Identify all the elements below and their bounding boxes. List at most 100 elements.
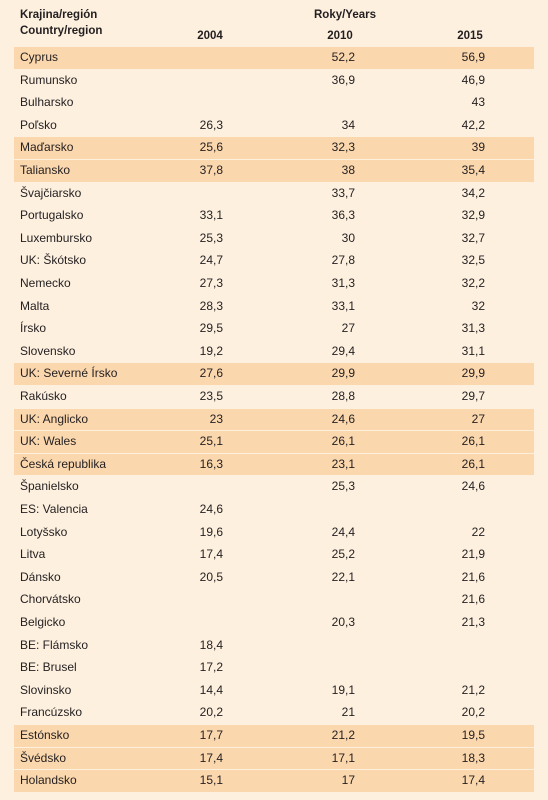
- value-cell: 29,9: [331, 366, 355, 381]
- value-cell: 18,3: [461, 750, 485, 765]
- country-name: UK: Severné Írsko: [20, 366, 118, 381]
- table-row: Francúzsko 20,2 21 20,2: [14, 702, 534, 724]
- table-row: Taliansko 37,8 38 35,4: [14, 160, 534, 182]
- table-row: BE: Flámsko 18,4: [14, 635, 534, 657]
- value-cell: 25,2: [331, 547, 355, 562]
- year-header: 2004: [197, 30, 223, 42]
- value-cell: 24,4: [331, 524, 355, 539]
- value-cell: 21,2: [331, 728, 355, 742]
- table-row: Rakúsko 23,5 28,8 29,7: [14, 386, 534, 408]
- value-cell: 32,2: [461, 276, 485, 290]
- table-row: UK: Anglicko 23 24,6 27: [14, 408, 534, 431]
- country-name: Bulharsko: [20, 95, 74, 110]
- table-row: Španielsko 25,3 24,6: [14, 476, 534, 498]
- country-name: Cyprus: [20, 50, 59, 64]
- value-cell: 39: [471, 140, 485, 155]
- country-name: Holandsko: [20, 773, 77, 788]
- value-cell: 27,3: [199, 276, 223, 290]
- value-cell: 25,6: [199, 140, 223, 155]
- value-cell: 37,8: [199, 163, 223, 177]
- value-cell: 26,1: [461, 456, 485, 471]
- value-cell: 23,5: [199, 389, 223, 403]
- table-row: Estónsko 17,7 21,2 19,5: [14, 725, 534, 747]
- value-cell: 43: [471, 95, 485, 110]
- table-row: Bulharsko 43: [14, 92, 534, 114]
- value-cell: 29,7: [461, 389, 485, 403]
- country-name: Írsko: [20, 321, 47, 336]
- table-row: Cyprus 52,2 56,9: [14, 47, 534, 69]
- value-cell: 33,1: [331, 298, 355, 313]
- country-name: Rumunsko: [20, 72, 78, 87]
- table-row: Írsko 29,5 27 31,3: [14, 318, 534, 340]
- value-cell: 14,4: [199, 682, 223, 697]
- table-row: UK: Wales 25,1 26,1 26,1: [14, 431, 534, 453]
- value-cell: 24,7: [199, 253, 223, 268]
- country-name: Švédsko: [20, 750, 67, 765]
- value-cell: 31,3: [331, 276, 355, 290]
- country-label: Krajina/región: [20, 9, 98, 21]
- years-label: Roky/Years: [313, 9, 376, 21]
- table-row: Luxembursko 25,3 30 32,7: [14, 228, 534, 250]
- value-cell: 32,7: [461, 230, 485, 245]
- value-cell: 22,1: [331, 569, 355, 584]
- value-cell: 19,5: [461, 728, 485, 742]
- table-row: Švajčiarsko 33,7 34,2: [14, 183, 534, 205]
- value-cell: 32,5: [461, 253, 485, 268]
- country-name: Nemecko: [20, 276, 71, 290]
- country-name: Chorvátsko: [20, 592, 81, 607]
- table-row: Slovinsko 14,4 19,1 21,2: [14, 680, 534, 702]
- value-cell: 21,2: [461, 682, 485, 697]
- value-cell: 21,9: [461, 547, 485, 562]
- value-cell: 20,2: [199, 705, 223, 720]
- year-header: 2015: [457, 30, 483, 42]
- country-name: UK: Anglicko: [20, 411, 89, 426]
- value-cell: 21,3: [461, 615, 485, 629]
- value-cell: 46,9: [461, 72, 485, 87]
- country-name: Luxembursko: [20, 230, 93, 245]
- table-row: ES: Valencia 24,6: [14, 499, 534, 521]
- value-cell: 32,9: [461, 208, 485, 223]
- value-cell: 20,2: [461, 705, 485, 720]
- table-row: Česká republika 16,3 23,1 26,1: [14, 453, 534, 476]
- value-cell: 31,1: [461, 343, 485, 358]
- value-cell: 20,5: [199, 569, 223, 584]
- value-cell: 22: [471, 524, 485, 539]
- value-cell: 34,2: [461, 185, 485, 200]
- table-row: Slovensko 19,2 29,4 31,1: [14, 341, 534, 363]
- value-cell: 27,8: [331, 253, 355, 268]
- table-row: Litva 17,4 25,2 21,9: [14, 544, 534, 566]
- value-cell: 25,3: [199, 230, 223, 245]
- value-cell: 21: [341, 705, 355, 720]
- value-cell: 42,2: [461, 117, 485, 132]
- value-cell: 24,6: [331, 411, 355, 426]
- country-name: Slovinsko: [20, 682, 72, 697]
- value-cell: 19,1: [331, 682, 355, 697]
- value-cell: 31,3: [461, 321, 485, 336]
- table-row: Nemecko 27,3 31,3 32,2: [14, 273, 534, 295]
- country-name: Dánsko: [20, 569, 61, 584]
- table-row: Holandsko 15,1 17 17,4: [14, 770, 534, 792]
- table-row: Lotyšsko 19,6 24,4 22: [14, 522, 534, 544]
- country-name: UK: Škótsko: [20, 253, 87, 268]
- value-cell: 23,1: [331, 456, 355, 471]
- value-cell: 28,8: [331, 389, 355, 403]
- value-cell: 17: [341, 773, 355, 788]
- country-name: Estónsko: [20, 728, 70, 742]
- table-row: UK: Severné Írsko 27,6 29,9 29,9: [14, 363, 534, 385]
- table-row: Maďarsko 25,6 32,3 39: [14, 137, 534, 159]
- country-name: Česká republika: [20, 456, 107, 471]
- table-row: Dánsko 20,5 22,1 21,6: [14, 567, 534, 589]
- country-name: UK: Wales: [20, 434, 77, 449]
- table-row: Malta 28,3 33,1 32: [14, 296, 534, 318]
- value-cell: 16,3: [199, 456, 223, 471]
- value-cell: 17,4: [461, 773, 485, 788]
- table-row: BE: Brusel 17,2: [14, 657, 534, 679]
- table-row: Belgicko 20,3 21,3: [14, 612, 534, 634]
- value-cell: 32,3: [331, 140, 355, 155]
- value-cell: 17,7: [199, 728, 223, 742]
- value-cell: 29,5: [199, 321, 223, 336]
- value-cell: 26,3: [199, 117, 223, 132]
- value-cell: 17,4: [199, 750, 223, 765]
- country-label-en: Country/region: [20, 25, 103, 37]
